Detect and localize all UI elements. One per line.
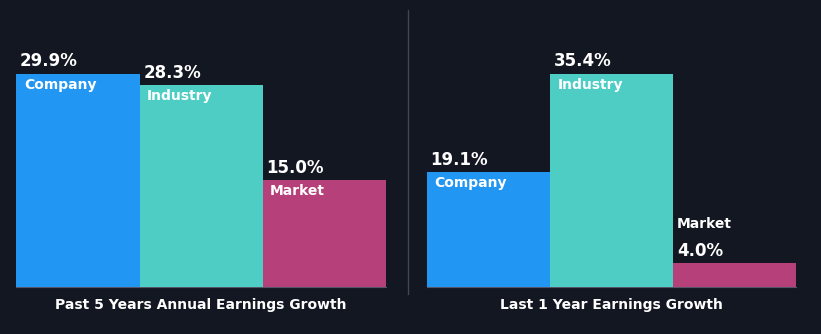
Text: Market: Market xyxy=(270,184,325,198)
Bar xyxy=(16,74,140,287)
Text: Industry: Industry xyxy=(557,78,623,92)
Text: 35.4%: 35.4% xyxy=(554,52,612,70)
Text: 15.0%: 15.0% xyxy=(266,159,324,177)
Text: 29.9%: 29.9% xyxy=(20,52,78,70)
Bar xyxy=(263,180,386,287)
Text: Market: Market xyxy=(677,217,732,231)
X-axis label: Past 5 Years Annual Earnings Growth: Past 5 Years Annual Earnings Growth xyxy=(55,298,347,312)
Text: Company: Company xyxy=(24,78,96,92)
Bar xyxy=(550,74,673,287)
Text: 19.1%: 19.1% xyxy=(431,151,488,169)
Text: Industry: Industry xyxy=(147,90,213,104)
Text: 4.0%: 4.0% xyxy=(677,242,723,260)
X-axis label: Last 1 Year Earnings Growth: Last 1 Year Earnings Growth xyxy=(500,298,723,312)
Bar xyxy=(140,85,263,287)
Bar xyxy=(673,263,796,287)
Bar xyxy=(427,172,550,287)
Text: Company: Company xyxy=(434,176,507,190)
Text: 28.3%: 28.3% xyxy=(144,64,201,82)
